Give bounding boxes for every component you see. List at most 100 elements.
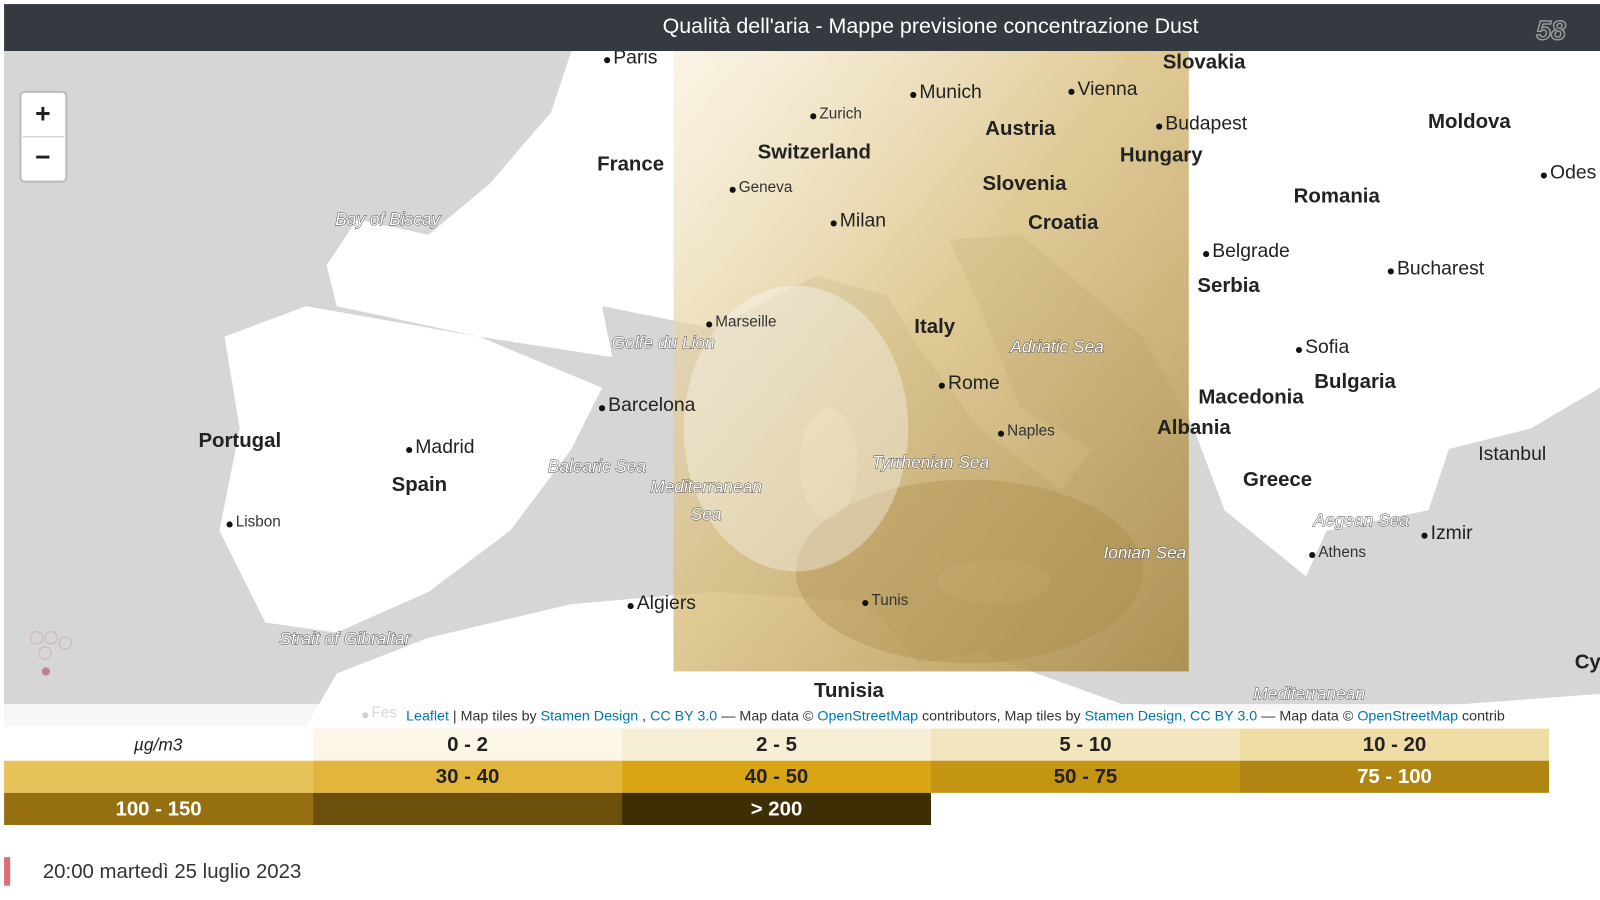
sea-label: Bay of Biscay bbox=[335, 209, 441, 229]
city-label: Tunis bbox=[871, 592, 908, 609]
zoom-control: + − bbox=[19, 90, 68, 183]
legend-swatch bbox=[1240, 760, 1549, 793]
land bbox=[219, 306, 603, 633]
country-label: Spain bbox=[392, 474, 448, 496]
legend-label: 75 - 100 bbox=[1357, 766, 1432, 788]
city-label: Milan bbox=[840, 210, 886, 232]
legend-label: 2 - 5 bbox=[756, 734, 797, 756]
legend: µg/m3 0 - 2 2 - 5 5 - 10 10 - 20 30 - 40 40 -… bbox=[4, 728, 1549, 825]
country-label: Greece bbox=[1243, 469, 1312, 491]
legend-swatch bbox=[622, 728, 932, 761]
legend-swatch bbox=[931, 760, 1240, 793]
city-label: Barcelona bbox=[608, 394, 695, 416]
legend-label: 10 - 20 bbox=[1363, 734, 1426, 756]
sea-label: Golfe du Lion bbox=[612, 332, 715, 352]
attribution-bar bbox=[4, 704, 1600, 727]
legend-unit: µg/m3 bbox=[133, 734, 183, 754]
legend-label: 5 - 10 bbox=[1059, 734, 1111, 756]
sea-label: Adriatic Sea bbox=[1009, 337, 1104, 357]
country-label: Hungary bbox=[1120, 145, 1203, 167]
legend-label: > 200 bbox=[751, 798, 803, 820]
attribution-link[interactable]: Stamen Design, CC BY 3.0 bbox=[1085, 708, 1262, 724]
legend-swatch bbox=[622, 792, 932, 825]
dust-overlay bbox=[795, 479, 1143, 664]
attribution-text: , bbox=[642, 708, 650, 724]
legend-label: 40 - 50 bbox=[745, 766, 808, 788]
city-label: Naples bbox=[1007, 423, 1055, 440]
city-label: Sofia bbox=[1305, 336, 1349, 358]
country-label: Albania bbox=[1157, 417, 1231, 439]
legend-swatch bbox=[313, 760, 623, 793]
city-dot bbox=[604, 57, 611, 64]
city-label: Paris bbox=[613, 46, 657, 68]
city-dot bbox=[810, 113, 817, 120]
city-dot bbox=[1387, 268, 1394, 275]
zoom-out[interactable]: − bbox=[35, 142, 50, 172]
country-label: Serbia bbox=[1197, 275, 1260, 297]
city-dot bbox=[1295, 346, 1303, 354]
country-label: Slovakia bbox=[1163, 52, 1246, 74]
sea-label: Aegean Sea bbox=[1313, 510, 1410, 530]
map[interactable]: Paris Slovakia Munich Vienna Zurich Austria Bu… bbox=[4, 46, 1600, 727]
attribution-text: — Map data © bbox=[721, 708, 817, 724]
city-label: Budapest bbox=[1165, 113, 1247, 135]
dust-overlay bbox=[683, 285, 909, 572]
legend-swatch bbox=[931, 728, 1240, 761]
city-dot bbox=[1540, 172, 1547, 179]
attribution: Leaflet | Map tiles by Stamen Design , C… bbox=[406, 708, 1505, 724]
sea-label: Balearic Sea bbox=[548, 456, 647, 476]
attribution-link[interactable]: Stamen Design bbox=[541, 708, 642, 724]
sea-label: Ionian Sea bbox=[1103, 543, 1186, 563]
zoom-in[interactable]: + bbox=[35, 98, 50, 128]
city-dot bbox=[1421, 532, 1428, 539]
country-label: Macedonia bbox=[1198, 386, 1304, 408]
timestamp: 20:00 martedì 25 luglio 2023 bbox=[43, 861, 301, 883]
legend-swatch bbox=[1240, 728, 1549, 761]
sea-label: Mediterranean bbox=[650, 476, 762, 496]
city-dot bbox=[1309, 552, 1316, 559]
city-dot bbox=[910, 91, 917, 98]
legend-label: 30 - 40 bbox=[436, 766, 499, 788]
legend-swatch bbox=[4, 760, 314, 793]
legend-label: 50 - 75 bbox=[1054, 766, 1117, 788]
city-label: Lisbon bbox=[236, 513, 281, 530]
sea-label: Tyrrhenian Sea bbox=[872, 452, 990, 472]
city-dot bbox=[1203, 251, 1210, 258]
city-label: Odes bbox=[1550, 162, 1596, 184]
city-dot bbox=[938, 382, 945, 389]
city-label: Athens bbox=[1318, 544, 1366, 561]
city-dot bbox=[1156, 123, 1163, 130]
city-dot bbox=[226, 521, 233, 528]
country-label: Tunisia bbox=[814, 680, 885, 702]
city-dot bbox=[406, 446, 413, 454]
city-dot bbox=[627, 603, 634, 610]
attribution-link[interactable]: OpenStreetMap bbox=[1357, 708, 1462, 724]
country-label: Croatia bbox=[1028, 212, 1099, 234]
attribution-link[interactable]: OpenStreetMap bbox=[817, 708, 922, 724]
city-label: Belgrade bbox=[1212, 240, 1290, 262]
city-dot bbox=[598, 405, 606, 412]
city-label: Rome bbox=[948, 372, 1000, 394]
city-label: Istanbul bbox=[1478, 443, 1546, 465]
country-label: Italy bbox=[914, 316, 955, 338]
attribution-link[interactable]: Leaflet bbox=[406, 708, 453, 724]
city-label: Marseille bbox=[715, 313, 776, 330]
legend-swatch bbox=[622, 760, 932, 793]
legend-label: 0 - 2 bbox=[447, 734, 488, 756]
country-label: Cy bbox=[1575, 652, 1600, 674]
attribution-link[interactable]: CC BY 3.0 bbox=[650, 708, 721, 724]
city-label: Algiers bbox=[637, 592, 696, 614]
legend-unit-cell bbox=[4, 728, 314, 761]
sea-label: Strait of Gibraltar bbox=[279, 628, 411, 648]
city-label: Geneva bbox=[739, 179, 793, 196]
city-label: Munich bbox=[919, 81, 981, 103]
country-label: Switzerland bbox=[758, 141, 871, 163]
city-dot bbox=[830, 220, 837, 227]
country-label: Austria bbox=[985, 118, 1056, 140]
sea-label: Mediterranean bbox=[1253, 683, 1365, 703]
attribution-text: contributors, Map tiles by bbox=[922, 708, 1085, 724]
city-label: Bucharest bbox=[1397, 258, 1485, 280]
country-label: Moldova bbox=[1428, 111, 1511, 133]
timestamp-marker bbox=[4, 857, 11, 886]
